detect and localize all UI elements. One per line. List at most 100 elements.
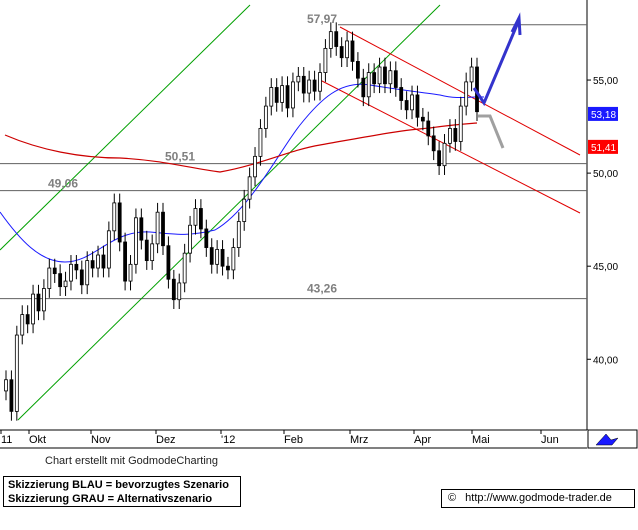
candle — [366, 63, 371, 107]
candle-body — [291, 81, 295, 109]
x-tick-label: '12 — [221, 434, 235, 446]
candle-body — [377, 66, 382, 85]
candle — [155, 202, 160, 254]
x-tick-label: Okt — [29, 434, 46, 446]
legend-blue-text: Skizzierung BLAU = bevorzugtes Szenario — [8, 479, 229, 491]
candle-body — [253, 155, 257, 178]
candle-body — [410, 94, 414, 111]
candle-body — [453, 128, 458, 142]
candle-body — [182, 252, 187, 284]
candle-body — [355, 61, 360, 79]
candle-body — [41, 288, 46, 312]
x-tick-label: Mrz — [350, 434, 368, 446]
candle — [74, 255, 79, 280]
candle-body — [150, 243, 155, 262]
candle — [464, 72, 469, 116]
candle — [399, 78, 404, 110]
candle-body — [350, 40, 355, 62]
candle-body — [188, 224, 192, 254]
candle-body — [123, 241, 128, 282]
price-badge-label: 51,41 — [591, 143, 616, 154]
candle — [101, 245, 106, 278]
candle — [388, 61, 393, 94]
price-label: 49,06 — [48, 177, 78, 191]
candle-body — [404, 100, 409, 111]
candle — [274, 78, 279, 112]
candle — [350, 31, 355, 71]
candle-body — [144, 239, 149, 262]
candle — [236, 212, 241, 257]
candle — [63, 271, 68, 296]
candle-body — [323, 47, 328, 73]
candle-body — [383, 66, 387, 85]
source-url-link[interactable]: http://www.godmode-trader.de — [465, 492, 612, 504]
candle — [372, 63, 377, 94]
blue-scenario-arrowhead — [510, 12, 522, 36]
candle-body — [161, 211, 165, 247]
candle-body — [247, 176, 252, 200]
price-badge — [588, 106, 618, 121]
candle — [431, 126, 436, 161]
red-channel-upper — [339, 26, 581, 156]
candle — [188, 215, 192, 263]
candle — [253, 147, 257, 187]
copyright-box[interactable]: © http://www.godmode-trader.de — [441, 489, 635, 508]
candle-body — [101, 254, 106, 269]
candle — [215, 240, 220, 274]
candle — [47, 258, 52, 298]
candle — [458, 96, 463, 151]
candle — [9, 370, 14, 421]
candle — [79, 260, 84, 295]
candle — [123, 232, 128, 291]
x-tick-label: Nov — [91, 434, 111, 446]
candle — [448, 119, 452, 153]
candle-body — [296, 75, 301, 83]
candle — [150, 234, 155, 270]
candle-body — [437, 150, 442, 167]
candle — [193, 199, 198, 235]
candle — [442, 134, 447, 175]
candle-body — [155, 211, 160, 245]
y-tick-label: 40,00 — [593, 355, 618, 366]
candle — [420, 107, 425, 131]
candle — [204, 219, 209, 257]
candle-body — [128, 263, 133, 282]
candle-body — [448, 128, 452, 144]
candle-body — [469, 66, 474, 83]
y-tick-label: 50,00 — [593, 169, 618, 180]
candle-body — [426, 120, 431, 137]
gray-scenario-path — [478, 114, 505, 149]
candle-body — [458, 105, 463, 142]
candle-body — [388, 70, 393, 85]
candle-body — [345, 40, 349, 59]
candle — [139, 208, 144, 250]
candle-body — [301, 75, 306, 94]
candle-body — [231, 247, 236, 271]
blue-scenario-path — [472, 19, 521, 107]
candle — [128, 255, 133, 291]
price-badge — [588, 139, 618, 154]
candle — [52, 258, 57, 283]
candle — [437, 141, 442, 175]
candle — [453, 119, 458, 151]
candle — [334, 22, 339, 56]
candle-body — [274, 87, 279, 103]
ma-blue-line — [0, 83, 485, 263]
candle — [263, 96, 268, 138]
candle-body — [117, 202, 122, 243]
legend-gray-text: Skizzierung GRAU = Alternativszenario — [8, 493, 213, 505]
candle — [377, 57, 382, 94]
candle — [469, 57, 474, 92]
candle — [182, 243, 187, 293]
candle — [31, 284, 35, 334]
candle-body — [4, 379, 8, 392]
candle — [220, 240, 225, 276]
candle-body — [285, 85, 290, 109]
x-tick-label: Jun — [541, 434, 559, 446]
price-badge-label: 53,18 — [591, 110, 616, 121]
candle-body — [442, 142, 447, 167]
candle-body — [193, 208, 198, 226]
y-tick-label: 45,00 — [593, 262, 618, 273]
candle — [323, 39, 328, 82]
